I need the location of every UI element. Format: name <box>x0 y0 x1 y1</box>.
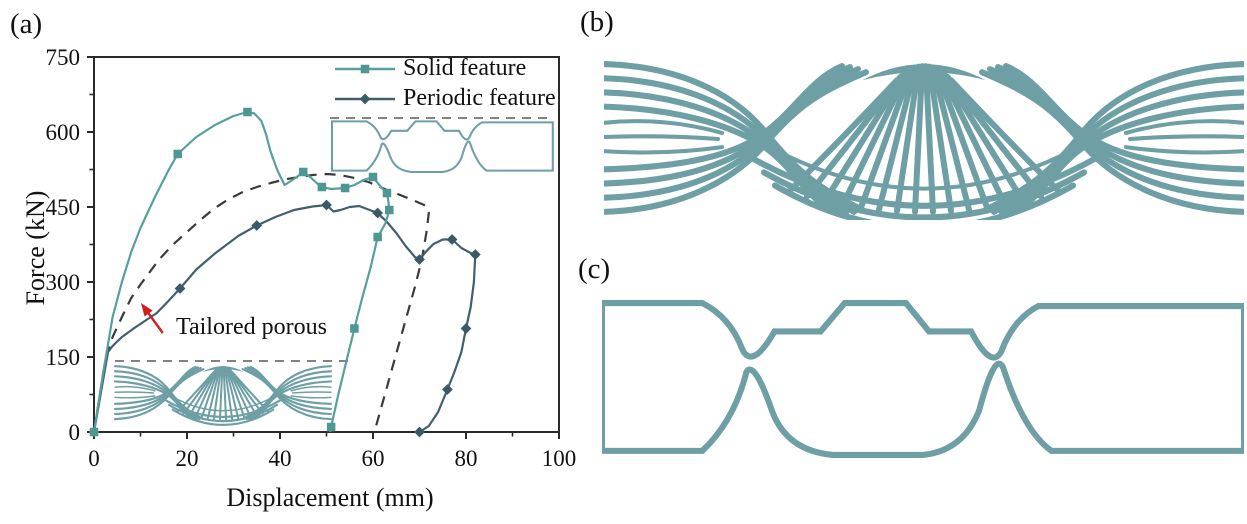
chart-legend: Solid feature Periodic feature <box>333 55 556 112</box>
legend-row-solid-feature: Solid feature <box>333 55 556 82</box>
inset-upper-right-mesh-structure <box>330 117 554 174</box>
panel-a-label: (a) <box>10 8 43 40</box>
svg-text:80: 80 <box>455 446 478 471</box>
x-axis-title: Displacement (mm) <box>226 483 434 512</box>
periodic-feature-line-swatch <box>335 93 395 104</box>
svg-text:20: 20 <box>176 446 199 471</box>
solid-feature-line-swatch <box>335 64 395 73</box>
svg-text:0: 0 <box>88 446 100 471</box>
legend-label-periodic-feature: Periodic feature <box>403 85 556 111</box>
svg-text:750: 750 <box>46 45 81 70</box>
structure-c-mesh-lattice <box>602 299 1244 461</box>
svg-text:150: 150 <box>46 345 81 370</box>
force-displacement-chart: 0 20 40 60 80 100 0 150 300 450 600 750 <box>46 45 577 471</box>
svg-text:100: 100 <box>542 446 577 471</box>
svg-text:0: 0 <box>69 420 81 445</box>
legend-label-solid-feature: Solid feature <box>403 55 527 81</box>
annotation-tailored-porous: Tailored porous <box>176 314 327 340</box>
svg-text:40: 40 <box>269 446 292 471</box>
panel-b-label: (b) <box>580 6 614 38</box>
plot-area: 0 20 40 60 80 100 0 150 300 450 600 750 <box>46 45 577 471</box>
panel-c-label: (c) <box>578 253 611 285</box>
svg-text:450: 450 <box>46 195 81 220</box>
inset-lower-left-fan-structure <box>115 360 352 425</box>
legend-row-periodic-feature: Periodic feature <box>333 85 556 112</box>
svg-text:600: 600 <box>46 120 81 145</box>
svg-text:60: 60 <box>362 446 385 471</box>
structure-b-fan-lattice <box>604 58 1244 220</box>
svg-text:300: 300 <box>46 270 81 295</box>
